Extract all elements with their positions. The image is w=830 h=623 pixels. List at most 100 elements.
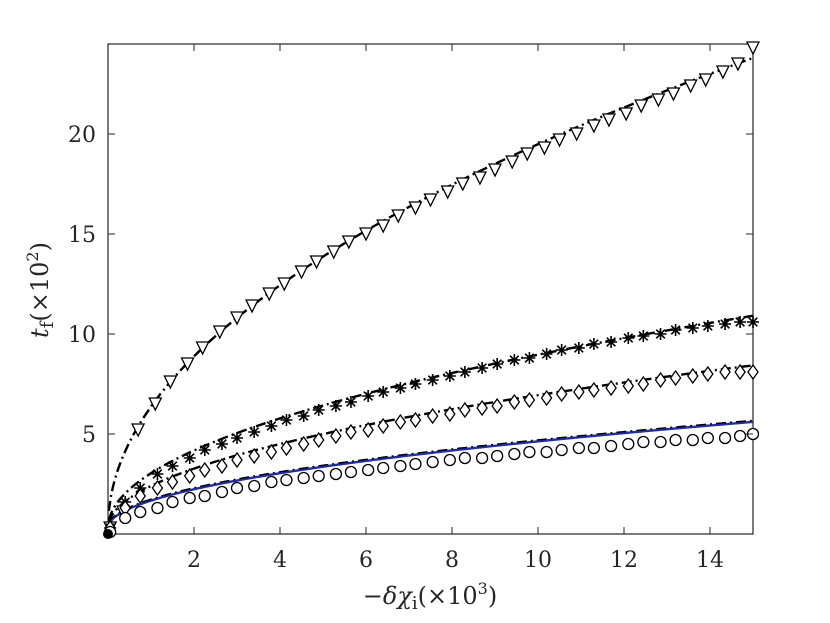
diamond-point-2-35 — [669, 369, 682, 387]
asterisk-point-1-37 — [701, 320, 714, 332]
circle-point-3-22 — [458, 451, 472, 465]
circle-point-3-6 — [198, 489, 211, 503]
asterisk-point-1-26 — [523, 352, 536, 364]
triangle-down-point-0-9 — [244, 299, 260, 314]
diamond-point-2-3 — [151, 479, 164, 497]
triangle-down-point-0-7 — [212, 325, 227, 340]
x-tick-label-3: 8 — [445, 548, 459, 573]
circle-point-3-18 — [394, 459, 407, 473]
asterisk-point-1-32 — [622, 332, 635, 344]
diamond-point-2-33 — [637, 375, 650, 393]
triangle-down-point-0-35 — [666, 87, 681, 102]
circle-point-3-24 — [490, 449, 504, 463]
asterisk-point-1-9 — [248, 426, 261, 438]
diamond-point-2-28 — [555, 385, 568, 403]
circle-point-3-9 — [248, 479, 261, 493]
asterisk-point-1-30 — [587, 338, 600, 350]
circle-point-3-13 — [312, 469, 325, 483]
triangle-down-point-0-13 — [309, 255, 324, 270]
asterisk-point-1-12 — [297, 410, 310, 422]
diamond-point-2-34 — [654, 371, 667, 389]
circle-point-3-14 — [329, 467, 343, 481]
triangle-down-point-0-31 — [601, 113, 617, 128]
triangle-down-point-0-32 — [619, 107, 634, 122]
circle-point-3-19 — [409, 457, 422, 471]
triangle-down-point-0-30 — [586, 119, 601, 134]
circle-point-3-11 — [280, 473, 293, 487]
triangle-down-point-0-33 — [634, 99, 649, 114]
triangle-down-point-0-8 — [229, 311, 245, 326]
triangle-down-point-0-23 — [472, 171, 488, 186]
diamond-point-2-16 — [362, 421, 374, 439]
asterisk-point-1-6 — [198, 444, 211, 456]
diamond-point-2-4 — [166, 473, 179, 491]
asterisk-point-1-5 — [183, 452, 196, 464]
diamond-point-2-31 — [605, 379, 617, 397]
triangle-down-point-0-19 — [408, 201, 423, 216]
diamond-point-2-21 — [444, 405, 456, 423]
diamond-point-2-17 — [377, 417, 389, 435]
circle-point-3-38 — [718, 431, 732, 445]
diamond-point-2-10 — [265, 443, 278, 461]
asterisk-point-1-29 — [572, 342, 585, 354]
diamond-point-2-30 — [588, 381, 600, 399]
circle-point-3-25 — [508, 447, 521, 461]
asterisk-point-1-11 — [280, 414, 293, 426]
circle-point-3-32 — [622, 437, 635, 451]
circle-point-3-36 — [686, 433, 699, 447]
asterisk-point-1-15 — [344, 396, 357, 408]
asterisk-point-1-14 — [329, 400, 342, 412]
x-tick-label-5: 12 — [610, 548, 638, 573]
asterisk-point-1-7 — [215, 438, 228, 450]
diamond-point-2-27 — [540, 389, 553, 407]
triangle-down-point-0-20 — [423, 193, 438, 208]
triangle-down-point-0-34 — [651, 93, 666, 108]
triangle-down-point-0-18 — [391, 209, 406, 224]
asterisk-point-1-10 — [265, 420, 278, 432]
triangle-down-point-0-29 — [569, 127, 584, 142]
diamond-point-2-24 — [491, 397, 503, 415]
diamond-point-2-8 — [231, 451, 243, 469]
circle-point-3-15 — [344, 465, 358, 479]
triangle-down-point-0-40 — [745, 41, 761, 56]
circle-point-3-4 — [166, 495, 179, 509]
diamond-point-2-39 — [734, 363, 746, 381]
circle-point-3-21 — [443, 453, 457, 467]
triangle-down-point-0-27 — [537, 141, 552, 156]
circle-point-3-5 — [183, 491, 196, 505]
circle-point-3-16 — [361, 463, 375, 477]
triangle-down-point-0-39 — [730, 57, 746, 72]
diamond-point-2-2 — [134, 487, 147, 505]
x-tick-label-1: 4 — [273, 548, 287, 573]
circle-point-3-33 — [637, 435, 650, 449]
diamond-point-2-25 — [508, 393, 521, 411]
circle-point-3-1 — [119, 511, 132, 525]
asterisk-point-1-39 — [734, 316, 747, 328]
y-tick-label-2: 15 — [68, 223, 96, 248]
asterisk-point-1-25 — [508, 354, 521, 366]
asterisk-point-1-22 — [458, 366, 471, 378]
asterisk-point-1-4 — [166, 460, 179, 472]
triangle-down-point-0-36 — [683, 79, 698, 94]
triangle-down-point-0-17 — [376, 219, 391, 234]
triangle-down-point-0-21 — [440, 185, 455, 200]
circle-point-3-8 — [230, 481, 244, 495]
asterisk-point-1-31 — [605, 336, 618, 348]
triangle-down-point-0-26 — [520, 147, 535, 162]
diamond-point-2-15 — [345, 423, 357, 441]
y-axis-label: tf(×102) — [23, 242, 58, 338]
data-markers — [103, 41, 761, 539]
circle-point-3-17 — [377, 461, 390, 475]
circle-point-3-35 — [669, 433, 682, 447]
asterisk-point-1-16 — [362, 390, 375, 402]
circle-point-3-29 — [572, 441, 585, 455]
diamond-point-2-20 — [426, 407, 439, 425]
diamond-point-2-11 — [280, 439, 293, 457]
circle-point-3-27 — [540, 445, 553, 459]
diamond-point-2-6 — [198, 461, 211, 479]
diamond-point-2-40 — [747, 363, 759, 381]
axis-ticks: 2 4 6 8 10 12 14 5 10 15 20 — [68, 44, 753, 573]
asterisk-point-1-21 — [443, 370, 456, 382]
asterisk-point-1-35 — [669, 324, 682, 336]
